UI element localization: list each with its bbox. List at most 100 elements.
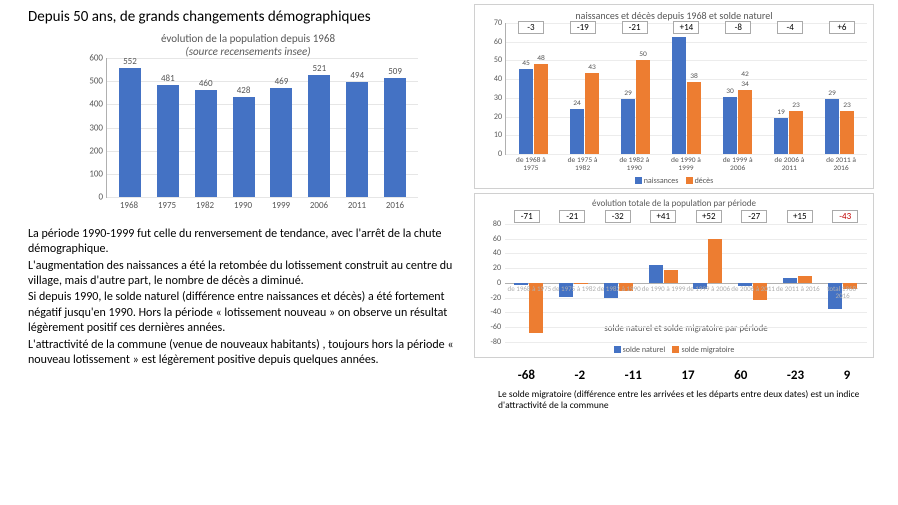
chart2-bar: 19 xyxy=(774,118,788,154)
chart3-solde-box: +52 xyxy=(696,210,722,223)
chart1-ytick: 600 xyxy=(81,53,103,64)
chart2-ytick: 60 xyxy=(486,37,502,47)
chart2-xlabel: de 1982 à 1990 xyxy=(613,157,655,173)
chart3-xlabel: de 1975 à 1982 xyxy=(552,285,596,292)
total-chart: évolution totale de la population par pé… xyxy=(474,193,874,358)
chart1-bar: 481 xyxy=(157,85,179,197)
chart2-xlabel: de 2011 à 2016 xyxy=(820,157,862,173)
chart2-bar-value: 48 xyxy=(537,54,545,63)
population-chart: évolution de la population depuis 1968 (… xyxy=(78,32,418,211)
chart2-bar-value: 43 xyxy=(588,63,596,72)
chart2-group: 2950 xyxy=(621,60,650,154)
chart3-xlabel: de 2006 à 2011 xyxy=(731,285,775,292)
chart1-bar-value: 469 xyxy=(275,76,289,87)
chart1-xlabel: 2006 xyxy=(308,200,330,211)
chart2-solde-box: +14 xyxy=(673,21,699,34)
chart2-bar-value: 19 xyxy=(777,108,785,117)
chart3-solde-box: -32 xyxy=(605,210,631,223)
chart3-group: total 1968-2016 xyxy=(826,224,860,342)
chart1-xlabel: 1968 xyxy=(118,200,140,211)
chart2-bar-value: 34 xyxy=(741,80,749,89)
chart3-ytick: -20 xyxy=(483,293,501,303)
chart2-bar-value: 29 xyxy=(828,89,836,98)
chart2-bar: 24 xyxy=(570,109,584,154)
page: Depuis 50 ans, de grands changements dém… xyxy=(0,0,898,419)
chart3-bar xyxy=(664,270,678,283)
chart2-solde-box: -8 xyxy=(725,21,751,34)
chart1-bar-value: 552 xyxy=(123,56,137,67)
chart2-ytick: 0 xyxy=(486,149,502,159)
chart1-xlabel: 2016 xyxy=(384,200,406,211)
left-column: Depuis 50 ans, de grands changements dém… xyxy=(28,8,468,411)
legend-solde-migratoire: solde migratoire xyxy=(681,345,734,355)
chart1-bar: 494 xyxy=(346,82,368,197)
chart2-bar-value: 45 xyxy=(522,59,530,68)
chart1-bar-value: 460 xyxy=(199,78,213,89)
chart3-group: de 1999 à 2006 xyxy=(691,224,725,342)
chart2-xlabel: de 1999 à 2006 xyxy=(717,157,759,173)
chart3-solde-box: -27 xyxy=(741,210,767,223)
chart3-bar xyxy=(798,276,812,283)
chart2-solde-box: -19 xyxy=(570,21,596,34)
migratoire-value: -11 xyxy=(625,368,642,383)
right-column: naissances et décès depuis 1968 et solde… xyxy=(474,8,874,411)
chart1-xlabel: 1999 xyxy=(270,200,292,211)
chart1-ytick: 300 xyxy=(81,122,103,133)
chart2-bar: 38 xyxy=(687,82,701,154)
para-1: La période 1990-1999 fut celle du renver… xyxy=(28,227,468,258)
legend-deces: décès xyxy=(695,176,714,186)
chart2-ytick: 50 xyxy=(486,55,502,65)
chart1-bar: 469 xyxy=(270,88,292,197)
chart1-bar-value: 494 xyxy=(350,70,364,81)
chart1-ytick: 0 xyxy=(81,192,103,203)
chart3-ytick: -80 xyxy=(483,337,501,347)
chart2-bar: 23 xyxy=(789,111,803,154)
main-title: Depuis 50 ans, de grands changements dém… xyxy=(28,8,468,26)
para-3: Si depuis 1990, le solde naturel (différ… xyxy=(28,290,468,336)
chart1-xlabel: 1975 xyxy=(156,200,178,211)
chart3-ytick: -40 xyxy=(483,307,501,317)
chart1-bar: 428 xyxy=(233,97,255,197)
chart2-solde-box: -4 xyxy=(777,21,803,34)
chart2-bar: 3442 xyxy=(738,90,752,154)
chart3-ytick: 0 xyxy=(483,278,501,288)
chart3-group: de 1982 à 1990 xyxy=(602,224,636,342)
chart1-xlabel: 1990 xyxy=(232,200,254,211)
chart2-bar: 48 xyxy=(534,64,548,155)
chart1-ytick: 100 xyxy=(81,168,103,179)
chart3-xlabel: de 1999 à 2006 xyxy=(686,285,730,292)
chart1-xlabel: 1982 xyxy=(194,200,216,211)
migratoire-value: -2 xyxy=(575,368,586,383)
chart2-bar-value: 23 xyxy=(843,101,851,110)
chart3-ytick: 80 xyxy=(483,219,501,229)
chart3-solde-box: -43 xyxy=(832,210,858,223)
chart1-bar: 552 xyxy=(119,68,141,197)
chart2-ytick: 70 xyxy=(486,18,502,28)
chart1-ytick: 500 xyxy=(81,76,103,87)
chart1-bar-value: 428 xyxy=(237,85,251,96)
chart2-xlabel: de 1975 à 1982 xyxy=(562,157,604,173)
chart2-legend: naissances décès xyxy=(481,176,867,186)
migratoire-value: -23 xyxy=(787,368,804,383)
chart2-bar: 30 xyxy=(723,97,737,154)
chart3-bar xyxy=(708,239,722,283)
chart3-group: de 2011 à 2016 xyxy=(781,224,815,342)
chart1-title: évolution de la population depuis 1968 (… xyxy=(78,32,418,58)
chart2-group: 6238 xyxy=(672,37,701,154)
chart2-bar: 50 xyxy=(636,60,650,154)
migratoire-value: -68 xyxy=(518,368,535,383)
chart1-bar: 509 xyxy=(384,78,406,197)
chart2-xlabel: de 1968 à 1975 xyxy=(510,157,552,173)
chart3-group: de 1968 à 1975 xyxy=(512,224,546,342)
chart2-ytick: 40 xyxy=(486,74,502,84)
migratoire-value: 9 xyxy=(844,368,851,383)
chart3-group: de 1975 à 1982 xyxy=(557,224,591,342)
footnote: Le solde migratoire (différence entre le… xyxy=(498,389,868,411)
chart2-ytick: 20 xyxy=(486,112,502,122)
chart2-bar-value: 30 xyxy=(726,87,734,96)
chart2-group: 1923 xyxy=(774,111,803,154)
chart3-solde-box: +41 xyxy=(650,210,676,223)
chart2-bar: 43 xyxy=(585,73,599,154)
chart2-ytick: 10 xyxy=(486,130,502,140)
migratoire-value: 17 xyxy=(681,368,694,383)
